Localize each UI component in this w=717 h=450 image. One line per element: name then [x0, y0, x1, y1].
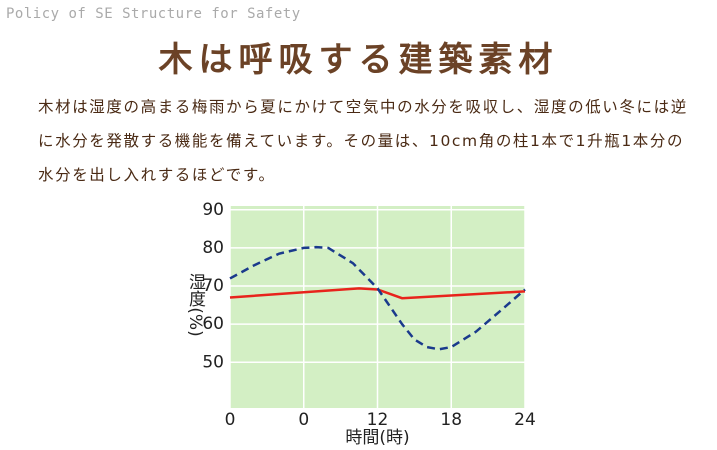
- x-tick-label: 12: [367, 410, 389, 430]
- x-tick-label: 0: [298, 410, 309, 430]
- line-series: [229, 245, 526, 351]
- y-tick-label: 70: [202, 276, 224, 296]
- y-tick-label: 50: [202, 352, 224, 372]
- y-tick-label: 90: [202, 200, 224, 220]
- paragraph: 木材は湿度の高まる梅雨から夏にかけて空気中の水分を吸収し、湿度の低い冬には逆に水…: [38, 98, 688, 184]
- x-tick-label: 0: [225, 410, 236, 430]
- page-title: 木は呼吸する建築素材: [158, 40, 559, 80]
- x-tick-label: 24: [514, 410, 536, 430]
- y-axis-label: 湿度(%): [185, 273, 206, 336]
- y-tick-label: 60: [202, 314, 224, 334]
- y-tick-label: 80: [202, 238, 224, 258]
- x-tick-label: 18: [440, 410, 462, 430]
- x-axis-label: 時間(時): [345, 428, 409, 448]
- site-title: Policy of SE Structure for Safety: [6, 6, 301, 22]
